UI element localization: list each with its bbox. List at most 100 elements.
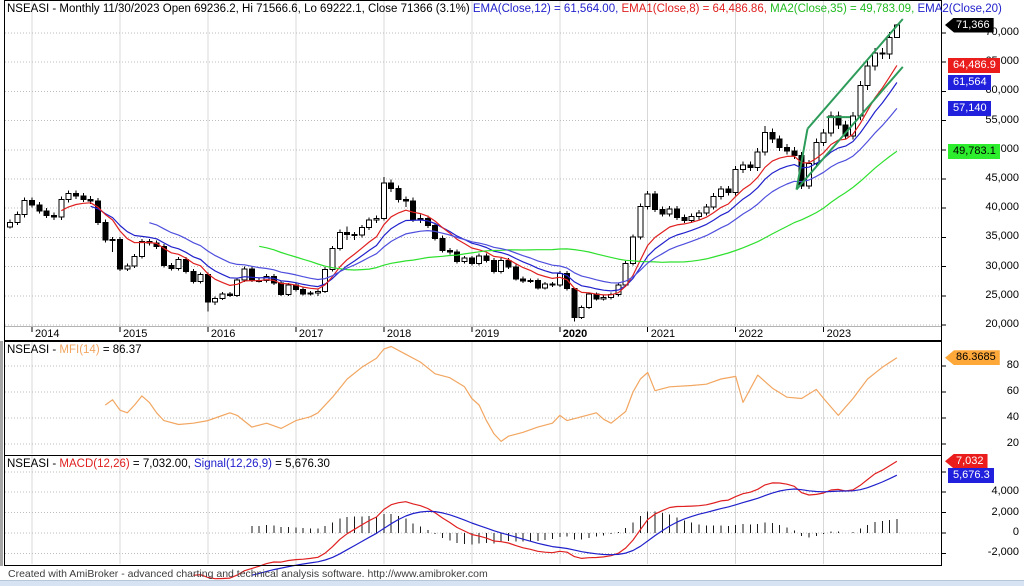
trend-channel-line (795, 66, 904, 191)
candle-body (14, 214, 21, 224)
overlay-ema-20 (149, 108, 898, 284)
candle-body (336, 231, 343, 249)
mfi-axis-label: 20 (1006, 437, 1019, 449)
title-segment: = 5,676.30 (271, 458, 330, 470)
candle-body (138, 240, 145, 257)
year-label-2018: 2018 (386, 328, 412, 340)
title-segment: Signal(12,26,9) (193, 458, 272, 470)
candle-body (278, 282, 285, 295)
title-segment: = 7,032.00, (129, 458, 194, 470)
price-axis-label: 25,000 (985, 288, 1019, 301)
candle-body (234, 279, 241, 296)
year-label-2016: 2016 (210, 328, 236, 340)
window-bottom-bar (0, 580, 1024, 586)
candle-body (483, 255, 490, 262)
year-label-2023: 2023 (826, 328, 852, 340)
candle-body (520, 278, 527, 282)
year-label-2020: 2020 (562, 328, 588, 340)
candle-body (710, 195, 717, 208)
candle-body (630, 236, 637, 264)
candle-body (87, 198, 94, 202)
candle-body (549, 283, 556, 286)
price-axis-label: 35,000 (985, 230, 1019, 243)
macd-axis-label: 2,000 (991, 505, 1019, 518)
candle-body (300, 289, 307, 295)
candle-body (512, 266, 519, 280)
candle-body (219, 293, 226, 299)
candle-body (857, 85, 864, 117)
year-label-2022: 2022 (738, 328, 764, 340)
candle-body (366, 219, 373, 229)
candle-body (556, 272, 563, 286)
candle-body (476, 255, 483, 264)
candle-body (204, 274, 211, 303)
candle-body (886, 36, 893, 55)
mfi-pane-title: NSEASI - MFI(14) = 86.37 (7, 344, 142, 357)
price-axis-label: 60,000 (985, 84, 1019, 97)
candle-body (696, 212, 703, 218)
candle-body (747, 164, 754, 169)
macd-pane-border (4, 455, 942, 566)
candle-body (864, 65, 871, 87)
candle-body (439, 237, 446, 251)
price-axis-label: 45,000 (985, 172, 1019, 184)
candle-body (58, 199, 65, 218)
candle-body (410, 200, 417, 220)
candle-body (835, 115, 842, 126)
candle-body (461, 257, 468, 262)
candle-body (542, 283, 549, 289)
candle-body (395, 188, 402, 200)
title-segment: NSEASI - Monthly 11/30/2023 Open 69236.2… (7, 3, 473, 15)
candle-body (490, 260, 497, 273)
candle-body (527, 279, 534, 282)
candle-body (175, 258, 182, 269)
candle-body (226, 293, 233, 296)
candle-body (769, 131, 776, 140)
candle-body (351, 233, 358, 236)
candle-body (454, 251, 461, 262)
overlay-ema-12 (90, 82, 898, 292)
amibroker-credit-text: Created with AmiBroker - advanced charti… (8, 568, 488, 580)
candle-body (659, 208, 666, 215)
mfi-axis-label: 40 (1006, 411, 1019, 423)
candle-body (50, 215, 57, 218)
candle-body (94, 200, 101, 224)
candle-body (21, 199, 28, 216)
candle-body (791, 150, 798, 156)
candle-body (725, 188, 732, 193)
candle-body (190, 270, 197, 283)
value-label-863685: 86.3685 (945, 350, 1000, 366)
value-label-7032: 7,032 (945, 453, 988, 469)
candle-body (820, 132, 827, 143)
candle-body (72, 193, 79, 197)
candle-body (652, 193, 659, 210)
price-pane-title: NSEASI - Monthly 11/30/2023 Open 69236.2… (7, 3, 1002, 16)
candle-body (402, 198, 409, 202)
candle-body (307, 292, 314, 295)
candle-body (285, 284, 292, 295)
mfi-axis-label: 80 (1006, 359, 1019, 371)
macd-axis-label: 0 (1012, 526, 1019, 538)
candle-body (329, 247, 336, 271)
candle-body (674, 208, 681, 218)
candle-body (344, 231, 351, 235)
candle-body (358, 227, 365, 236)
candle-body (505, 259, 512, 268)
candle-body (248, 268, 255, 281)
candle-body (498, 259, 505, 273)
candle-body (666, 208, 673, 215)
candle-body (7, 222, 13, 228)
pane-splitter[interactable] (0, 341, 3, 566)
title-segment: MFI(14) (59, 344, 100, 356)
candle-body (241, 268, 248, 281)
candle-body (43, 210, 50, 217)
macd-axis-label: -2,000 (987, 546, 1019, 559)
candle-body (827, 115, 834, 134)
candle-body (754, 151, 761, 169)
candle-body (131, 255, 138, 267)
candle-body (160, 245, 167, 267)
candle-body (571, 288, 578, 318)
candle-body (102, 222, 109, 241)
candle-body (871, 52, 878, 67)
